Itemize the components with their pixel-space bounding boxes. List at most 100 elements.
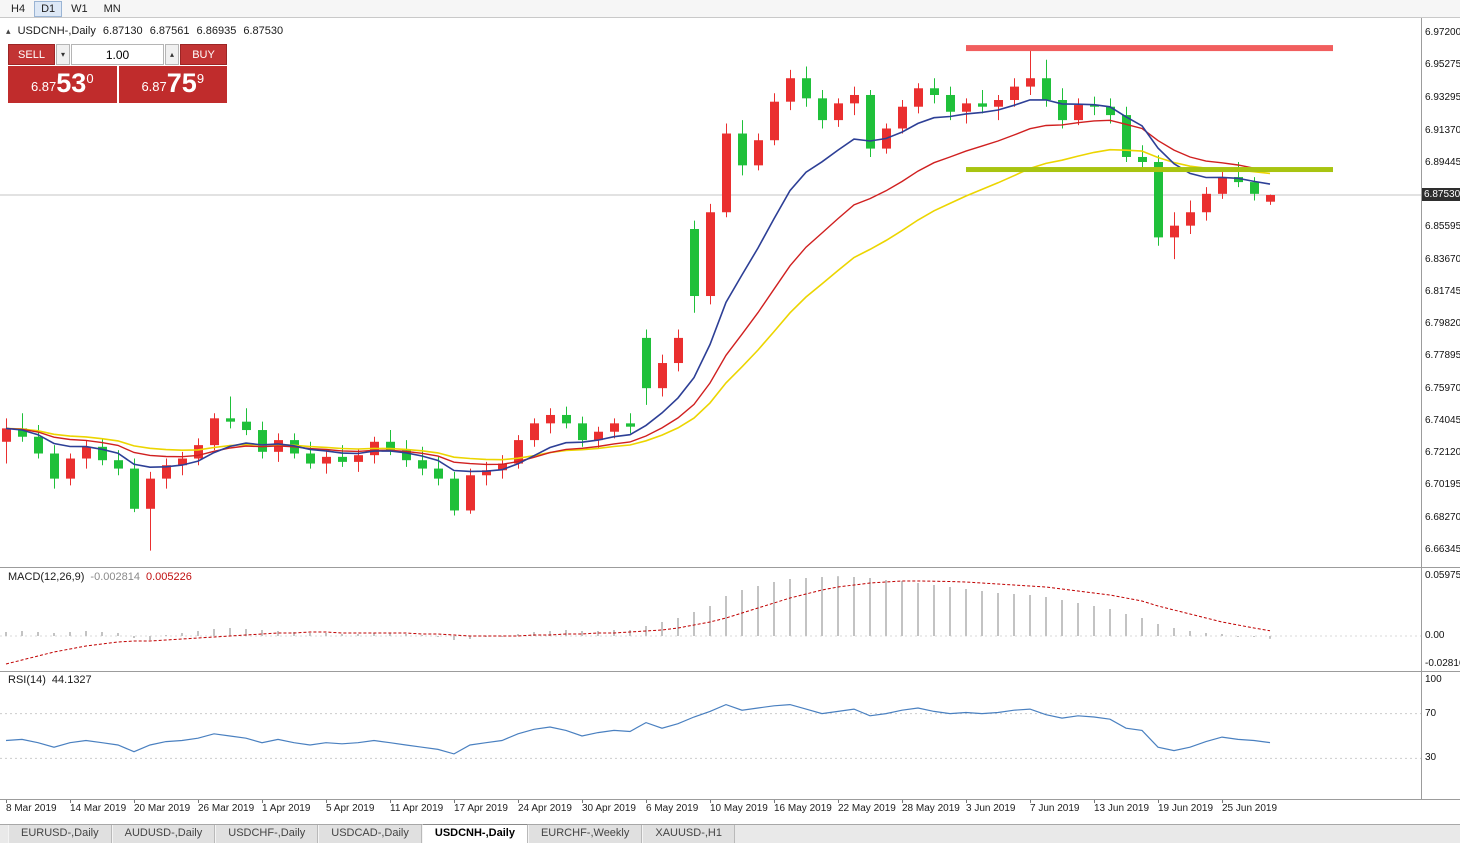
buy-price-display[interactable]: 6.87 75 9 <box>118 66 227 103</box>
candle-body <box>1010 86 1019 101</box>
sell-price-pip-digit: 0 <box>86 71 94 86</box>
candle-body <box>482 470 491 476</box>
macd-bar <box>421 635 423 636</box>
macd-signal-line <box>5 580 1271 665</box>
buy-price-pip-digit: 9 <box>196 71 205 86</box>
tab-eurchf-weekly[interactable]: EURCHF-,Weekly <box>527 825 643 843</box>
macd-bar <box>325 633 327 636</box>
date-axis-tick <box>838 800 839 803</box>
candle-body <box>578 423 587 441</box>
candles-layer <box>2 49 1275 551</box>
candle-body <box>674 337 683 364</box>
tab-usdcad-daily[interactable]: USDCAD-,Daily <box>318 825 422 843</box>
macd-bar <box>629 630 631 636</box>
candle-body <box>66 458 75 479</box>
price-axis-tick: 6.70195 <box>1425 479 1460 491</box>
ma-fast-blue-line <box>5 99 1271 473</box>
sell-price-display[interactable]: 6.87 53 0 <box>8 66 117 103</box>
date-axis-label: 6 May 2019 <box>646 803 699 814</box>
resistance-line[interactable] <box>966 45 1333 52</box>
date-axis-label: 10 May 2019 <box>710 803 768 814</box>
volume-decrease-button[interactable]: ▾ <box>56 44 70 65</box>
buy-button[interactable]: BUY <box>180 44 227 65</box>
tab-eurusd-daily[interactable]: EURUSD-,Daily <box>8 825 112 843</box>
macd-bar <box>949 587 951 636</box>
macd-histogram-layer <box>5 576 1271 640</box>
candle-body <box>354 455 363 462</box>
candle-body <box>754 140 763 166</box>
candle-body <box>930 88 939 95</box>
timeframe-button-d1[interactable]: D1 <box>34 0 63 17</box>
date-axis-label: 3 Jun 2019 <box>966 803 1016 814</box>
candle-body <box>146 478 155 509</box>
macd-bar <box>437 636 439 637</box>
volume-input[interactable]: 1.00 <box>71 44 164 65</box>
candle-body <box>690 229 699 297</box>
rsi-indicator-chart[interactable] <box>0 672 1421 800</box>
macd-bar <box>581 631 583 636</box>
support-line[interactable] <box>966 167 1333 173</box>
date-axis-label: 30 Apr 2019 <box>582 803 636 814</box>
chart-collapse-icon[interactable]: ▴ <box>6 26 11 36</box>
macd-bar <box>1061 600 1063 636</box>
date-axis-tick <box>134 800 135 803</box>
macd-label: MACD(12,26,9) -0.002814 0.005226 <box>8 571 192 583</box>
date-axis-label: 17 Apr 2019 <box>454 803 508 814</box>
macd-bar <box>245 629 247 636</box>
tab-usdchf-daily[interactable]: USDCHF-,Daily <box>215 825 319 843</box>
main-macd-separator[interactable] <box>0 567 1460 568</box>
main-price-chart[interactable] <box>0 18 1421 568</box>
candle-body <box>418 460 427 469</box>
candle-body <box>898 106 907 129</box>
current-price-tag: 6.87530 <box>1422 188 1460 201</box>
tab-xauusd-h1[interactable]: XAUUSD-,H1 <box>642 825 735 843</box>
macd-bar <box>277 631 279 636</box>
price-axis-tick: 6.91370 <box>1425 124 1460 136</box>
tab-audusd-daily[interactable]: AUDUSD-,Daily <box>111 825 216 843</box>
macd-indicator-chart[interactable] <box>0 568 1421 672</box>
timeframe-button-h4[interactable]: H4 <box>11 2 26 15</box>
rsi-axis-label: 100 <box>1425 674 1442 685</box>
macd-bar <box>1189 631 1191 636</box>
macd-bar <box>965 589 967 636</box>
sell-price-base: 6.87 <box>30 79 57 94</box>
macd-bar <box>869 578 871 636</box>
macd-bar <box>389 633 391 636</box>
candle-body <box>194 445 203 459</box>
candle-body <box>914 88 923 107</box>
macd-bar <box>357 634 359 636</box>
macd-bar <box>693 612 695 636</box>
tab-usdcnh-daily[interactable]: USDCNH-,Daily <box>421 824 528 843</box>
price-axis-tick: 6.72120 <box>1425 447 1460 459</box>
date-axis-label: 8 Mar 2019 <box>6 803 57 814</box>
price-axis-tick: 6.95275 <box>1425 59 1460 71</box>
candle-body <box>722 133 731 213</box>
rsi-name: RSI(14) <box>8 674 46 686</box>
timeframe-button-w1[interactable]: W1 <box>71 2 88 15</box>
price-axis-tick: 6.81745 <box>1425 285 1460 297</box>
candle-body <box>18 428 27 437</box>
macd-bar <box>53 633 55 636</box>
candle-body <box>98 446 107 461</box>
sell-button[interactable]: SELL <box>8 44 55 65</box>
candle-body <box>450 478 459 511</box>
candle-body <box>834 103 843 121</box>
macd-bar <box>1093 606 1095 636</box>
timeframe-button-mn[interactable]: MN <box>103 2 121 15</box>
candle-body <box>1122 115 1131 157</box>
macd-bar <box>901 581 903 636</box>
macd-bar <box>789 579 791 636</box>
candle-body <box>658 363 667 389</box>
volume-increase-button[interactable]: ▴ <box>165 44 179 65</box>
candle-body <box>738 133 747 166</box>
candle-body <box>1234 177 1243 183</box>
candle-body <box>258 430 267 452</box>
macd-bar <box>981 591 983 636</box>
macd-bar <box>725 596 727 636</box>
candle-body <box>306 453 315 464</box>
macd-bar <box>501 636 503 637</box>
macd-bar <box>549 631 551 636</box>
macd-name: MACD(12,26,9) <box>8 571 85 583</box>
macd-rsi-separator[interactable] <box>0 671 1460 672</box>
